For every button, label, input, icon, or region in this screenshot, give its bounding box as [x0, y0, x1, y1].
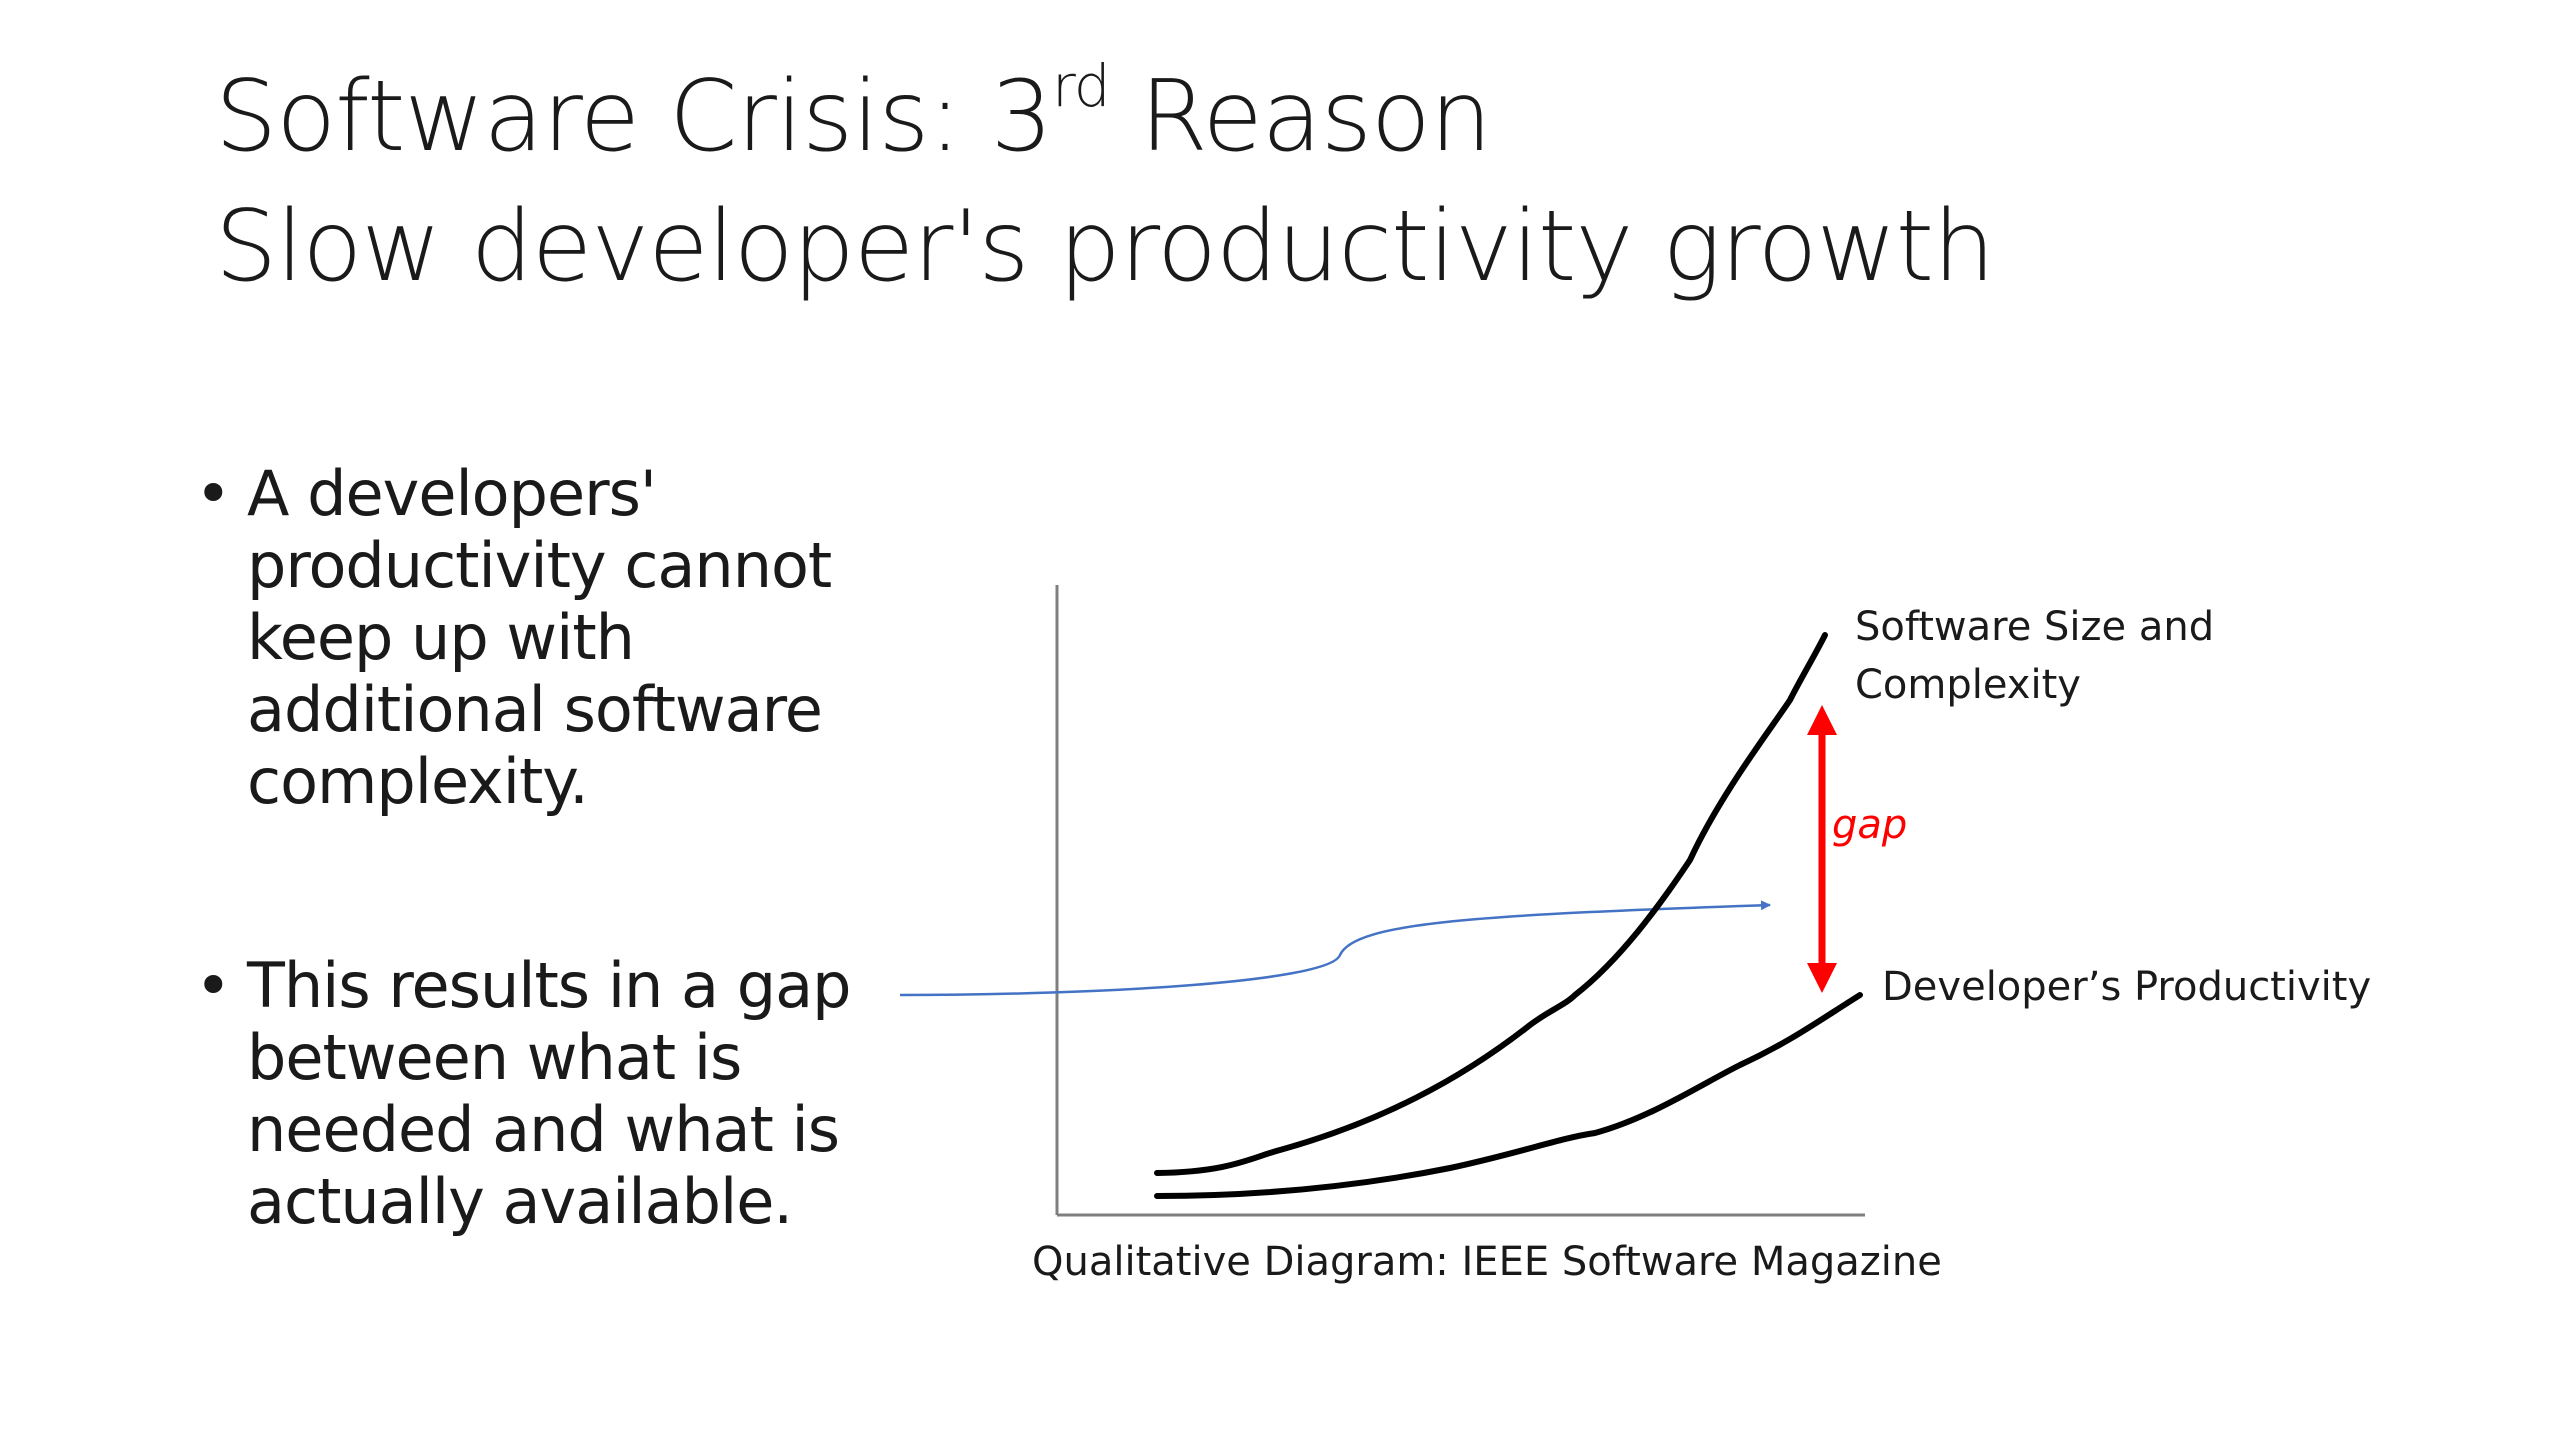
title-line-1-prefix: Software Crisis: 3 [215, 60, 1053, 174]
title-line-1-suffix: Reason [1109, 60, 1492, 174]
developer-productivity-label: Developer’s Productivity [1882, 964, 2371, 1010]
bullet-marker: • [195, 457, 232, 530]
title-line-1: Software Crisis: 3rd Reason [215, 52, 1994, 182]
title-superscript: rd [1051, 52, 1111, 120]
gap-label: gap [1832, 802, 1907, 848]
bullet-text: A developers' productivity cannot keep u… [247, 457, 832, 818]
bullet-text: This results in a gap between what is ne… [247, 949, 851, 1238]
software-complexity-label-line-1: Software Size and [1855, 604, 2214, 650]
diagram-caption: Qualitative Diagram: IEEE Software Magaz… [1032, 1239, 1942, 1285]
slide-title: Software Crisis: 3rd Reason Slow develop… [215, 52, 1995, 312]
connector-arrow [899, 900, 1771, 997]
developer-productivity-curve [1154, 992, 1863, 1199]
software-complexity-curve [1154, 632, 1828, 1176]
title-line-2: Slow developer's productivity growth [215, 190, 1995, 304]
bullet-item: • This results in a gap between what is … [195, 950, 915, 1238]
bullet-marker: • [195, 949, 232, 1022]
gap-arrow-head-down [1807, 963, 1837, 993]
software-complexity-label-line-2: Complexity [1855, 662, 2081, 708]
bullet-list: • A developers' productivity cannot keep… [195, 458, 915, 1238]
gap-arrow-head-up [1807, 705, 1837, 735]
bullet-item: • A developers' productivity cannot keep… [195, 458, 915, 818]
